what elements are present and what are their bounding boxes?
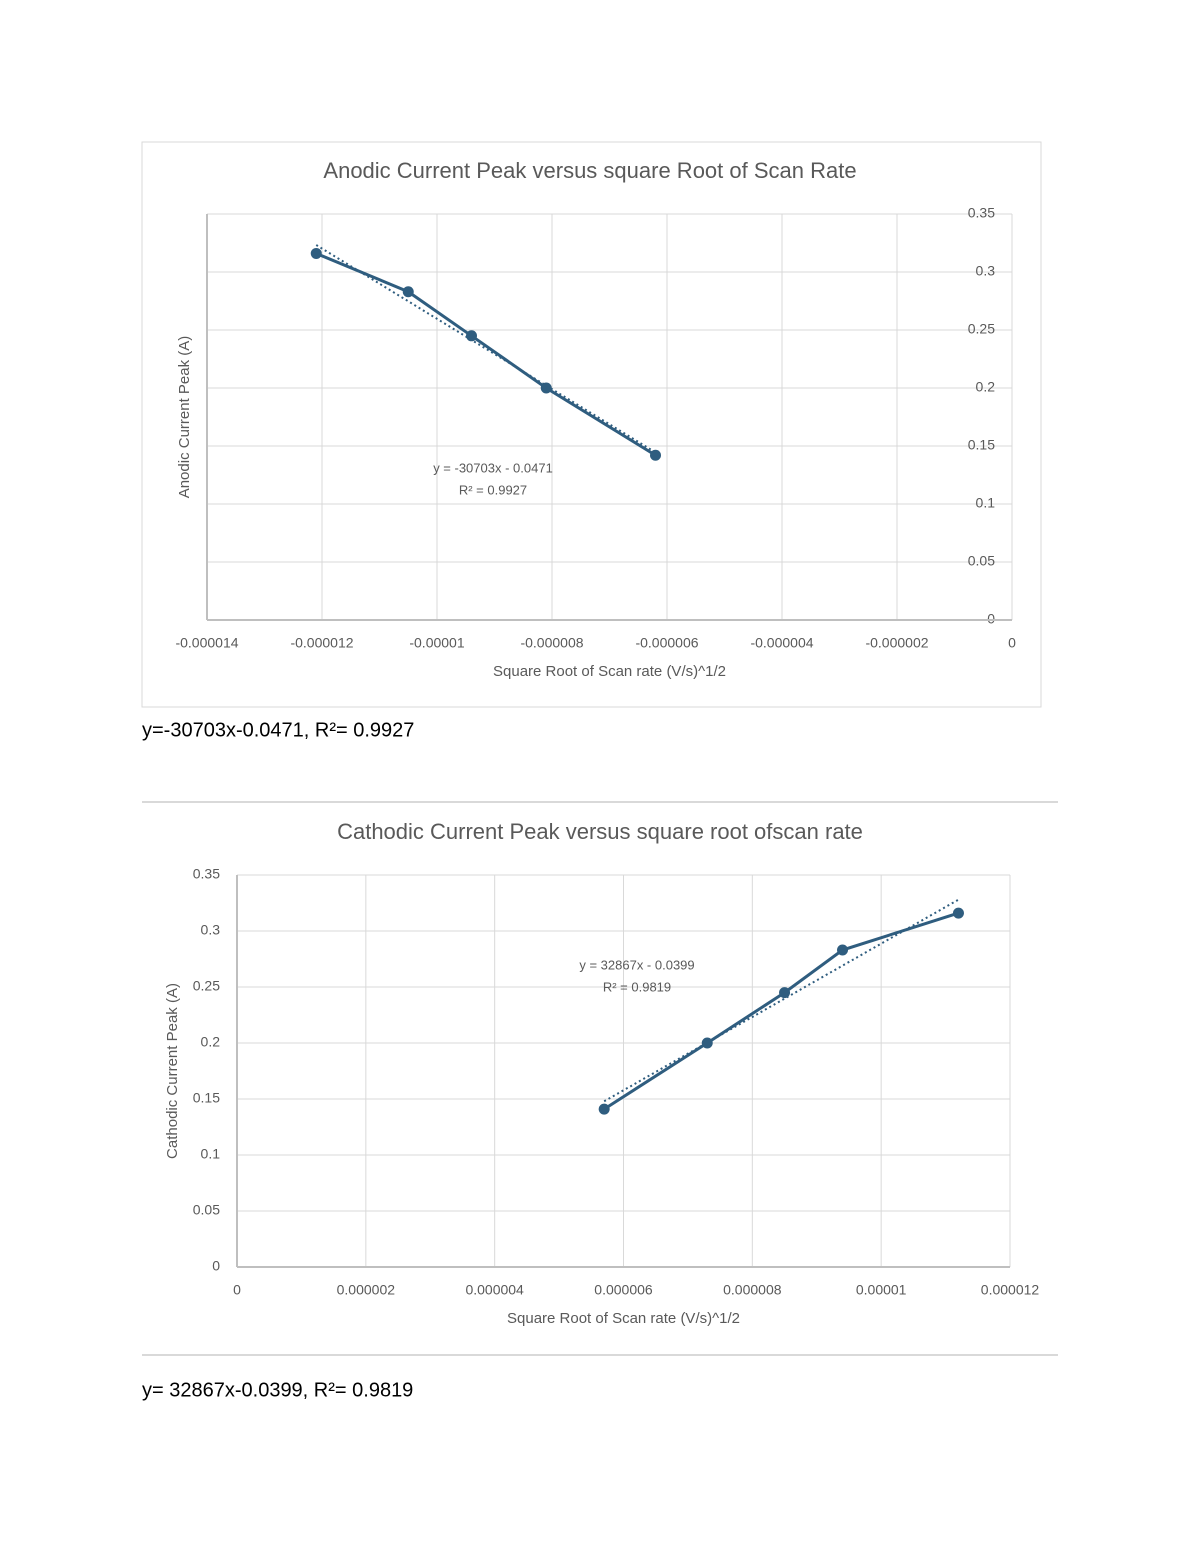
x-tick-label: -0.000006 [635, 635, 698, 651]
series-line [603, 911, 959, 1111]
data-point [779, 987, 791, 999]
y-tick-label: 0.2 [976, 379, 996, 395]
x-tick-label: -0.000012 [290, 635, 353, 651]
x-tick-label: -0.00001 [409, 635, 464, 651]
trendline-label: y = 32867x - 0.0399 [579, 957, 694, 972]
y-tick-label: 0.1 [201, 1146, 221, 1162]
y-tick-label: 0.35 [968, 205, 995, 221]
chart-title: Cathodic Current Peak versus square root… [337, 819, 863, 844]
caption: y=-30703x-0.0471, R²= 0.9927 [142, 719, 414, 741]
data-point [701, 1037, 713, 1049]
y-tick-label: 0.35 [193, 866, 220, 882]
y-axis-title: Anodic Current Peak (A) [176, 336, 193, 499]
data-point [402, 286, 414, 298]
y-tick-label: 0.05 [968, 553, 995, 569]
y-tick-label: 0.25 [968, 321, 995, 337]
series-line [315, 252, 657, 457]
data-point [598, 1103, 610, 1115]
data-point [466, 330, 477, 342]
y-tick-label: 0.2 [201, 1034, 221, 1050]
x-tick-label: 0.000008 [723, 1282, 782, 1298]
trendline-label: R² = 0.9819 [603, 979, 671, 994]
x-axis-title: Square Root of Scan rate (V/s)^1/2 [507, 1310, 740, 1327]
x-tick-label: -0.000008 [520, 635, 583, 651]
data-point [310, 247, 322, 259]
x-tick-label: 0.00001 [856, 1282, 907, 1298]
trendline-label: R² = 0.9927 [459, 482, 527, 497]
y-tick-label: 0.15 [193, 1090, 220, 1106]
y-tick-label: 0.3 [201, 922, 221, 938]
y-tick-label: 0.25 [193, 978, 220, 994]
x-axis-title: Square Root of Scan rate (V/s)^1/2 [493, 663, 726, 680]
trendline-label: y = -30703x - 0.0471 [433, 460, 553, 475]
chart-frame [141, 141, 1042, 708]
y-tick-label: 0.1 [976, 495, 996, 511]
x-tick-label: 0.000006 [594, 1282, 653, 1298]
x-tick-label: 0.000012 [981, 1282, 1040, 1298]
trendline [315, 244, 657, 454]
x-tick-label: -0.000004 [750, 635, 813, 651]
data-point [837, 944, 849, 956]
data-point [952, 907, 964, 919]
x-tick-label: 0 [233, 1282, 241, 1298]
x-tick-label: 0.000004 [465, 1282, 524, 1298]
y-tick-label: 0 [987, 611, 995, 627]
x-tick-label: -0.000002 [865, 635, 928, 651]
caption: y= 32867x-0.0399, R²= 0.9819 [142, 1379, 413, 1401]
data-point [650, 449, 661, 461]
y-tick-label: 0.05 [193, 1202, 220, 1218]
chart-title: Anodic Current Peak versus square Root o… [323, 158, 856, 183]
x-tick-label: -0.000014 [175, 635, 238, 651]
x-tick-label: 0 [1008, 635, 1016, 651]
y-tick-label: 0.3 [976, 263, 996, 279]
y-tick-label: 0 [212, 1258, 220, 1274]
y-tick-label: 0.15 [968, 437, 995, 453]
data-point [540, 382, 552, 394]
y-axis-title: Cathodic Current Peak (A) [164, 983, 181, 1159]
x-tick-label: 0.000002 [337, 1282, 396, 1298]
